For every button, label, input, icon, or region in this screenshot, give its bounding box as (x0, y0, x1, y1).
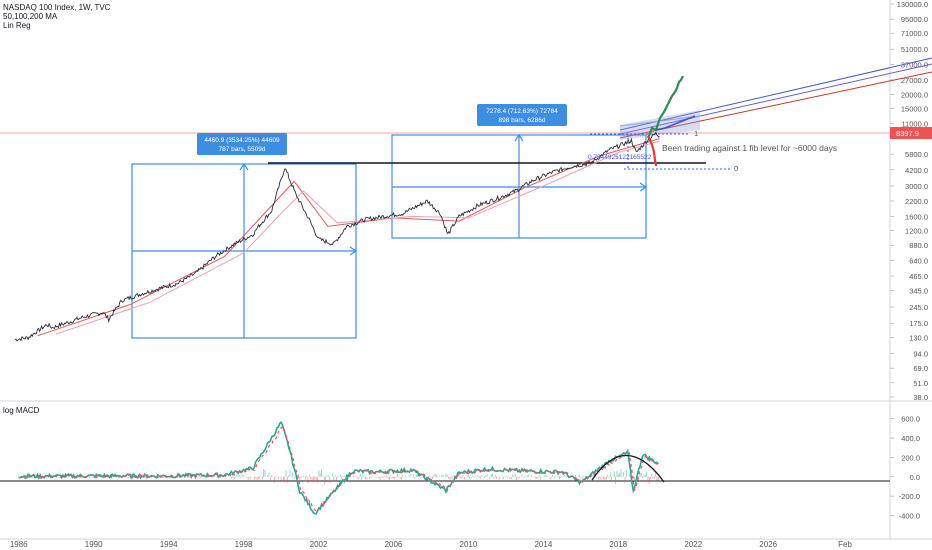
fib-value-label: 0.7244925122165522 (588, 154, 652, 161)
price-tick-label: 130000.0 (897, 0, 928, 9)
time-tick-label: 1998 (235, 540, 253, 549)
price-tick-label: 1600.0 (905, 212, 928, 221)
callout-2[interactable]: 7278.4 (712.63%) 72784 898 bars, 6286d (477, 104, 567, 126)
price-badge: 8397.9 (890, 127, 932, 139)
svg-text:8397.9: 8397.9 (896, 129, 919, 138)
callout-1[interactable]: 4460.9 (3534.25%) 44609 787 bars, 5509d (197, 133, 287, 155)
macd-title: log MACD (3, 406, 40, 415)
time-axis: 1986 1990 1994 1998 2002 2006 2010 2014 2018 2022… (10, 540, 853, 549)
linreg-legend: Lin Reg (3, 21, 31, 30)
ma-line-2 (56, 140, 660, 335)
price-tick-label: 3000.0 (905, 182, 928, 191)
price-tick-label: 69.0 (913, 364, 928, 373)
macd-tick-label: 600.0 (901, 415, 920, 424)
time-tick-label: 2026 (759, 540, 777, 549)
macd-tick-label: 0.0 (910, 473, 920, 482)
macd-line (18, 421, 661, 515)
price-line (14, 131, 660, 342)
price-tick-label: 15000.0 (901, 104, 928, 113)
time-tick-label: 2006 (385, 540, 403, 549)
price-tick-label: 4200.0 (905, 166, 928, 175)
price-tick-label: 51.0 (913, 379, 928, 388)
time-tick-label: 1986 (10, 540, 28, 549)
price-tick-label: 94.0 (913, 349, 928, 358)
macd-tick-label: 200.0 (901, 453, 920, 462)
price-tick-label: 130.0 (909, 334, 928, 343)
macd-tick-label: -400.0 (899, 511, 920, 520)
price-tick-label: 27000.0 (901, 76, 928, 85)
price-tick-label: 51000.0 (901, 45, 928, 54)
price-tick-label: 2200.0 (905, 197, 928, 206)
price-series (14, 131, 660, 342)
macd-axis-ticks: 600.0 400.0 200.0 0.0 -200.0 -400.0 (890, 415, 920, 520)
regression-channel[interactable] (619, 57, 932, 140)
measure-box-2[interactable] (391, 133, 648, 239)
price-tick-label: 880.0 (909, 241, 928, 250)
time-tick-label: 1994 (160, 540, 178, 549)
price-tick-label: 1200.0 (905, 226, 928, 235)
time-tick-label: 2014 (534, 540, 552, 549)
ma-legend: 50,100,200 MA (3, 12, 58, 21)
price-tick-label: 175.0 (909, 319, 928, 328)
red-projection (647, 135, 658, 167)
macd-arc[interactable] (591, 454, 665, 483)
callout-2-line1: 7278.4 (712.63%) 72784 (486, 108, 558, 115)
time-tick-label: 2002 (310, 540, 328, 549)
price-tick-label: 5800.0 (905, 150, 928, 159)
price-tick-label: 37000.0 (901, 61, 928, 70)
price-tick-label: 20000.0 (901, 90, 928, 99)
time-tick-label: 1990 (85, 540, 103, 549)
price-tick-label: 11000.0 (901, 119, 928, 128)
price-tick-label: 95000.0 (901, 15, 928, 24)
fib-label-1: 1 (694, 129, 698, 138)
fib-label-0: 0 (734, 164, 738, 173)
price-tick-label: 345.0 (909, 286, 928, 295)
time-tick-label: 2022 (684, 540, 702, 549)
measure-box-1[interactable] (131, 162, 358, 339)
price-axis-ticks: 130000.0 95000.0 71000.0 51000.0 37000.0 2700… (890, 0, 928, 402)
macd-tick-label: 400.0 (901, 434, 920, 443)
macd-signal-line (18, 421, 659, 515)
callout-1-line1: 4460.9 (3534.25%) 44609 (204, 137, 280, 144)
price-tick-label: 38.0 (913, 393, 928, 402)
moving-averages (37, 138, 660, 337)
price-tick-label: 640.0 (909, 257, 928, 266)
callout-2-line2: 898 bars, 6286d (499, 117, 546, 124)
macd-line-red (20, 425, 661, 512)
blue-projection (654, 115, 696, 131)
symbol-title: NASDAQ 100 Index, 1W, TVC (3, 3, 111, 12)
time-tick-label: 2018 (609, 540, 627, 549)
trade-note: Been trading against 1 fib level for ~60… (662, 143, 837, 153)
time-tick-label: 2010 (460, 540, 478, 549)
price-tick-label: 465.0 (909, 272, 928, 281)
time-tick-label: Feb (838, 540, 852, 549)
price-tick-label: 245.0 (909, 303, 928, 312)
macd-tick-label: -200.0 (899, 492, 920, 501)
ma-line-1 (37, 138, 660, 337)
price-tick-label: 71000.0 (901, 29, 928, 38)
callout-1-line2: 787 bars, 5509d (219, 146, 266, 153)
